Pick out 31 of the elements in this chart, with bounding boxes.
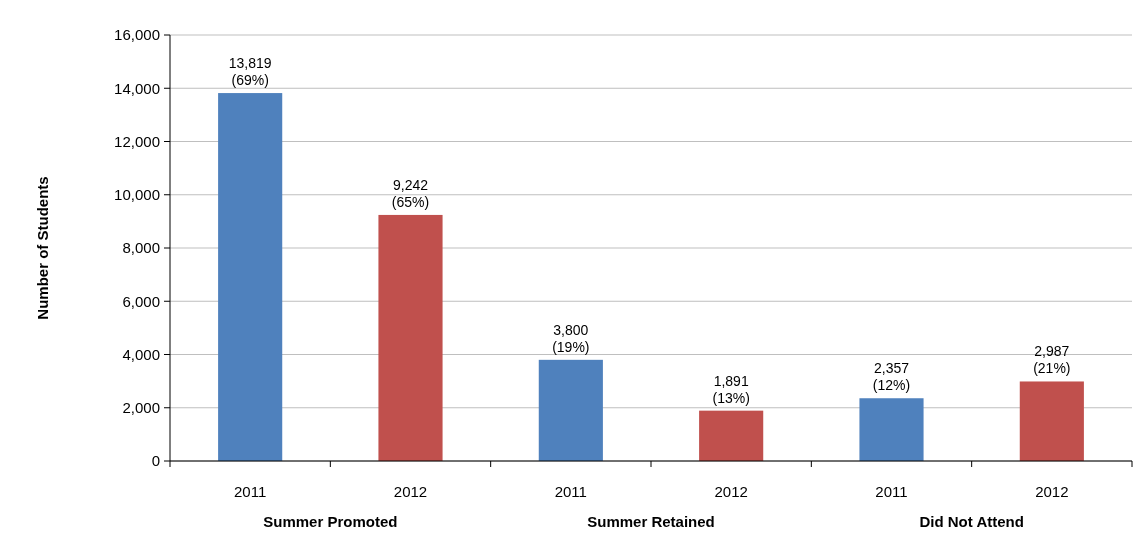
x-tick-label: 2012 [714, 483, 748, 500]
y-tick-label: 10,000 [114, 186, 160, 203]
y-tick-label: 14,000 [114, 79, 160, 97]
data-label: 9,242 (65%) [391, 176, 430, 210]
bar [378, 214, 443, 461]
text: Summer Promoted [263, 513, 398, 530]
x-tick-label: 2012 [1035, 483, 1069, 500]
text: Summer Retained [587, 513, 715, 530]
bar [859, 398, 924, 461]
bar [1019, 381, 1084, 461]
x-tick-label: 2011 [554, 483, 587, 500]
y-tick-label: 2,000 [122, 399, 160, 416]
x-tick-label: 2012 [393, 483, 428, 500]
data-label: 13,819 (69%) [228, 55, 272, 89]
y-tick-label: 6,000 [122, 292, 160, 310]
text: Did Not Attend [919, 513, 1024, 530]
y-tick-label: 12,000 [114, 132, 160, 150]
y-tick-label: 4,000 [122, 345, 160, 363]
y-tick-label: 8,000 [122, 239, 160, 257]
data-label: 3,800 (19%) [552, 321, 590, 355]
x-tick-label: 2011 [234, 483, 267, 500]
y-axis-title: Number of Students [34, 176, 51, 320]
data-label: 2,987 (21%) [1033, 343, 1071, 377]
data-label: 1,891 (13%) [712, 372, 750, 406]
bar [218, 93, 283, 461]
bar [699, 410, 764, 461]
y-tick-label: 0 [151, 452, 160, 470]
bar [538, 359, 603, 461]
x-tick-label: 2011 [875, 483, 908, 500]
y-tick-label: 16,000 [114, 26, 160, 44]
data-label: 2,357 (12%) [872, 360, 911, 394]
